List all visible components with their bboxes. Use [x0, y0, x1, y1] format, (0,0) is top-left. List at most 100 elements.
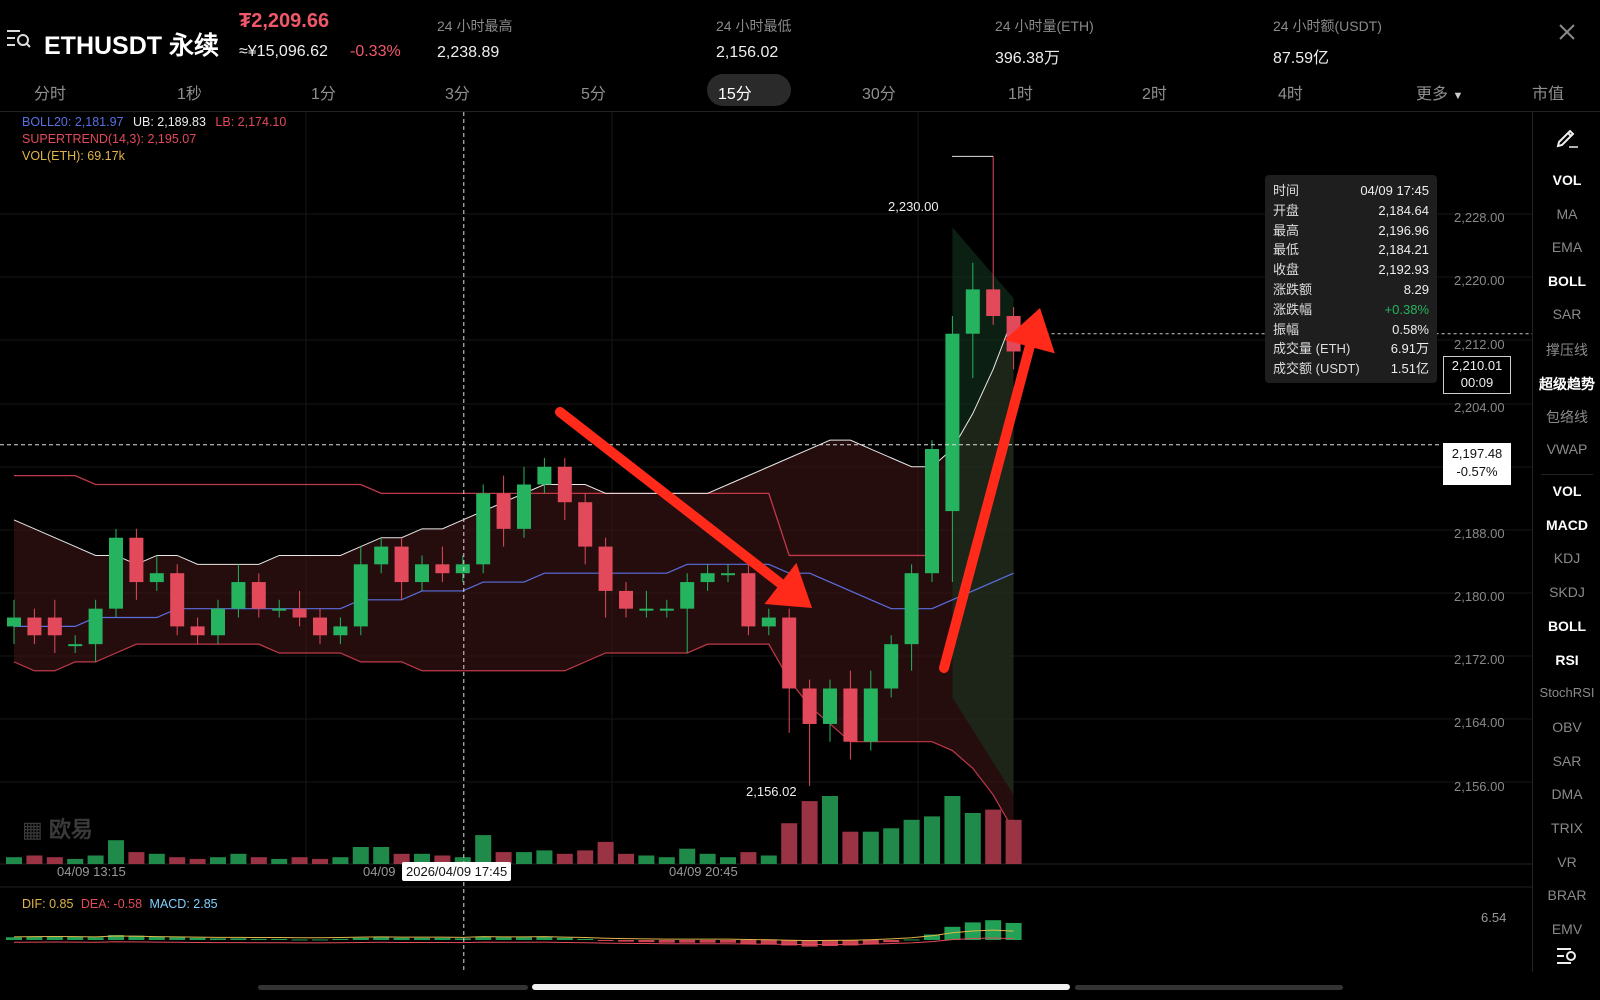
sidebar-item-撑压线[interactable]: 撑压线 [1546, 342, 1588, 358]
sidebar-item-包络线[interactable]: 包络线 [1546, 409, 1588, 426]
market-cap-tab[interactable]: 市值 [1532, 86, 1565, 103]
candle-body [904, 573, 919, 645]
stat-label: 24 小时量(ETH) [995, 18, 1094, 34]
candle-body [272, 608, 287, 611]
sidebar-item-kdj[interactable]: KDJ [1553, 550, 1581, 567]
volume-bar [189, 858, 206, 864]
sidebar-item-超级趋势[interactable]: 超级趋势 [1539, 375, 1595, 392]
sidebar-item-obv[interactable]: OBV [1552, 718, 1582, 735]
candle-body [761, 617, 776, 627]
tab-1min[interactable]: 1分 [311, 86, 336, 103]
macd-bar [108, 935, 124, 940]
volume-bar [516, 852, 532, 864]
volume-bar [985, 809, 1002, 864]
macd-bar [516, 937, 532, 940]
supertrend-value: SUPERTREND(14,3): 2,195.07 [22, 132, 197, 146]
change-percent: -0.33% [350, 43, 401, 60]
tooltip-row: 涨跌额 8.29 [1273, 280, 1429, 300]
macd-bar [699, 940, 716, 943]
macd-legend: DIF: 0.85 DEA: -0.58 MACD: 2.85 [22, 897, 218, 911]
tab-15min-label: 15分 [718, 86, 752, 103]
candle-body [7, 617, 21, 627]
tooltip-row: 最高 2,196.96 [1273, 221, 1429, 241]
macd-bar [924, 934, 940, 940]
sidebar-item-boll[interactable]: BOLL [1547, 617, 1587, 634]
candle-body [251, 582, 266, 609]
volume-bar [862, 831, 879, 864]
macd-bar [658, 940, 675, 943]
stat-value: 2,238.89 [437, 44, 500, 61]
candle-body [374, 546, 389, 565]
current-price: 2,210.01 [1451, 358, 1503, 373]
sidebar-item-emv[interactable]: EMV [1551, 921, 1583, 938]
stat-value: 396.38万 [995, 50, 1060, 67]
boll-mid-value: BOLL20: 2,181.97 [22, 115, 124, 129]
macd-bar [495, 937, 512, 940]
tab-4h[interactable]: 4时 [1278, 86, 1303, 103]
more-label: 更多 [1416, 86, 1449, 103]
tab-2h[interactable]: 2时 [1142, 86, 1167, 103]
sidebar-item-vol[interactable]: VOL [1552, 172, 1582, 188]
tooltip-key: 成交额 (USDT) [1273, 361, 1360, 377]
volume-bar [842, 831, 859, 864]
sidebar-item-stochrsi[interactable]: StochRSI [1539, 685, 1595, 701]
tab-30min[interactable]: 30分 [862, 86, 896, 103]
volume-bar [291, 857, 308, 864]
macd-bar [26, 936, 43, 940]
macd-bar [944, 926, 961, 940]
tab-1m-line[interactable]: 分时 [34, 86, 67, 103]
sidebar-item-boll[interactable]: BOLL [1547, 272, 1587, 289]
menu-search-icon[interactable] [6, 28, 32, 50]
sidebar-item-vwap[interactable]: VWAP [1546, 440, 1588, 457]
tab-15min[interactable] [707, 74, 791, 106]
volume-bar [475, 835, 492, 864]
macd-bar [801, 940, 818, 947]
volume-bar [679, 848, 696, 864]
tooltip-row: 成交量 (ETH) 6.91万 [1273, 339, 1429, 359]
sidebar-item-rsi[interactable]: RSI [1555, 651, 1579, 668]
close-icon[interactable] [1558, 23, 1576, 41]
macd-bar [373, 937, 390, 940]
sidebar-item-macd[interactable]: MACD [1546, 516, 1588, 533]
candle-body [476, 493, 491, 565]
volume-bar [434, 855, 451, 864]
candle-body [394, 546, 409, 583]
sidebar-item-dma[interactable]: DMA [1551, 786, 1583, 803]
volume-bar [332, 857, 349, 864]
sidebar-item-trix[interactable]: TRIX [1551, 820, 1583, 836]
macd-bar [393, 937, 410, 940]
tooltip-value: 2,192.93 [1378, 262, 1429, 278]
volume-bar [536, 850, 553, 864]
candle-body [741, 573, 756, 627]
tab-3min[interactable]: 3分 [445, 86, 470, 103]
boll-ub-value: UB: 2,189.83 [132, 115, 206, 129]
sidebar-item-ema[interactable]: EMA [1551, 239, 1583, 256]
symbol-title[interactable]: ETHUSDT 永续 [44, 32, 220, 60]
candle-body [965, 289, 980, 334]
sidebar-item-vr[interactable]: VR [1557, 853, 1577, 870]
tab-1s[interactable]: 1秒 [177, 86, 202, 103]
sidebar-item-sar[interactable]: SAR [1552, 306, 1582, 323]
tab-5min[interactable]: 5分 [581, 86, 606, 103]
sidebar-item-skdj[interactable]: SKDJ [1549, 584, 1585, 601]
macd-bar [352, 937, 369, 940]
indicator-settings-icon[interactable] [1556, 946, 1578, 966]
candle-body [863, 688, 878, 742]
sidebar-item-brar[interactable]: BRAR [1547, 887, 1587, 904]
volume-bar [230, 853, 247, 864]
price-chart[interactable] [0, 112, 1532, 972]
sidebar-item-vol[interactable]: VOL [1552, 483, 1582, 499]
tab-1h[interactable]: 1时 [1008, 86, 1033, 103]
sidebar-item-sar[interactable]: SAR [1552, 752, 1582, 769]
macd-bar [189, 937, 206, 940]
candle-body [211, 608, 225, 636]
more-dropdown[interactable]: 更多 ▼ [1416, 80, 1463, 104]
candle-body [47, 617, 62, 636]
tooltip-row: 开盘 2,184.64 [1273, 201, 1429, 221]
home-indicator[interactable] [532, 984, 1070, 990]
macd-bar [781, 940, 798, 946]
pen-draw-icon[interactable] [1555, 124, 1579, 148]
macd-bar [903, 939, 920, 941]
sidebar-item-ma[interactable]: MA [1556, 205, 1578, 222]
macd-bar [1005, 922, 1022, 940]
